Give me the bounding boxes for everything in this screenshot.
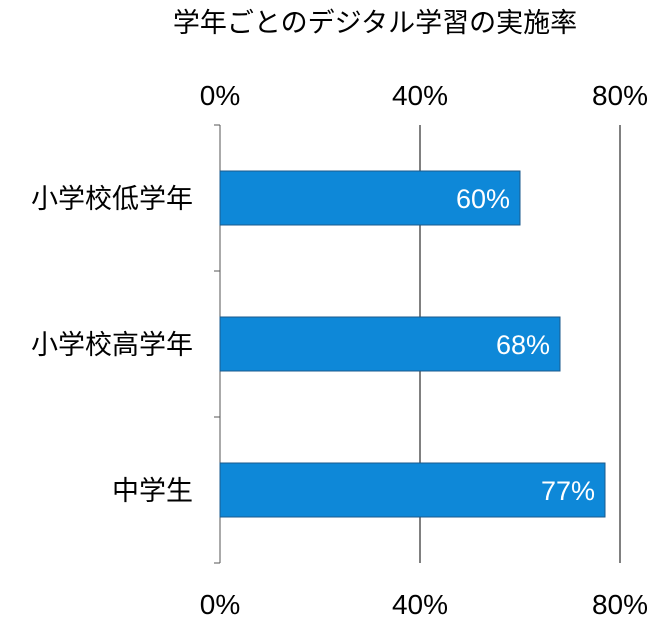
bar-2 xyxy=(219,462,606,518)
data-label-0: 60% xyxy=(456,184,510,214)
category-label-0: 小学校低学年 xyxy=(31,184,193,215)
x-tick-labels-top: 0% 40% 80% xyxy=(200,80,648,111)
x-tick-label-bottom-2: 80% xyxy=(592,589,648,620)
data-label-2: 77% xyxy=(541,476,595,506)
x-tick-label-bottom-1: 40% xyxy=(392,589,448,620)
category-label-2: 中学生 xyxy=(112,476,193,507)
bars xyxy=(219,170,606,518)
data-label-1: 68% xyxy=(496,330,550,360)
category-label-1: 小学校高学年 xyxy=(31,330,193,361)
x-tick-label-bottom-0: 0% xyxy=(200,589,240,620)
x-tick-label-top-2: 80% xyxy=(592,80,648,111)
x-tick-labels-bottom: 0% 40% 80% xyxy=(200,589,648,620)
x-tick-label-top-1: 40% xyxy=(392,80,448,111)
bar-0 xyxy=(219,170,521,226)
x-tick-label-top-0: 0% xyxy=(200,80,240,111)
chart-title: 学年ごとのデジタル学習の実施率 xyxy=(173,8,577,39)
bar-1 xyxy=(219,316,561,372)
axes xyxy=(214,124,221,564)
data-labels: 60% 68% 77% xyxy=(456,184,595,506)
